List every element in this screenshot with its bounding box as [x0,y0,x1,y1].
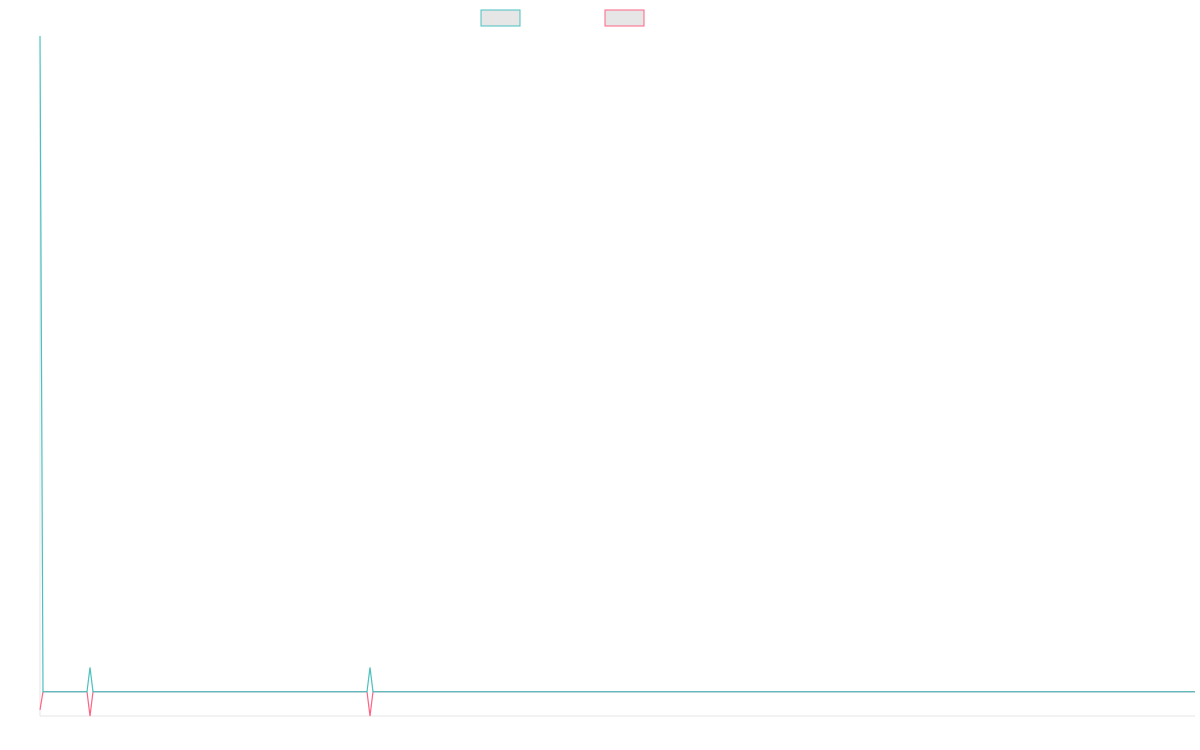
series-line [39,35,1195,693]
legend-swatch [604,9,645,27]
series-line [39,691,1195,717]
legend-swatch [480,9,521,27]
